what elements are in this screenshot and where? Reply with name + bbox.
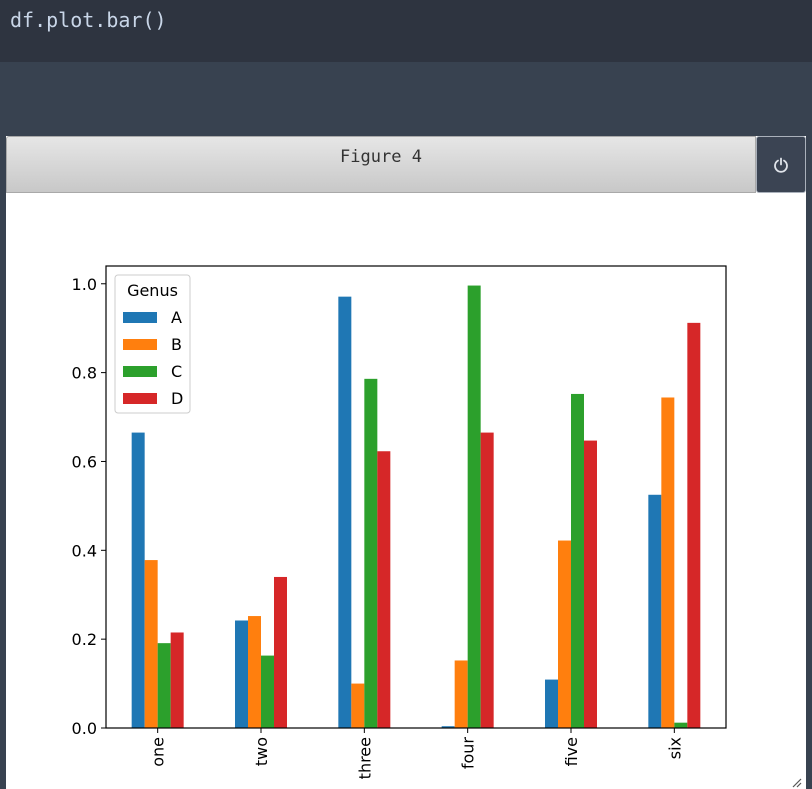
legend-swatch-D xyxy=(123,393,157,404)
bar-B-three xyxy=(351,683,365,728)
power-icon xyxy=(774,157,788,173)
x-tick-label: one xyxy=(149,737,168,767)
bar-C-four xyxy=(467,285,481,728)
legend-label-D: D xyxy=(171,389,183,408)
bar-A-five xyxy=(545,679,558,728)
plot-frame xyxy=(105,265,727,729)
y-tick-label: 0.4 xyxy=(72,541,97,560)
bar-D-three xyxy=(377,451,391,728)
bar-C-six xyxy=(674,722,688,728)
x-tick-label: two xyxy=(252,737,271,766)
bar-D-five xyxy=(584,440,597,728)
x-tick-label: five xyxy=(562,737,581,766)
x-tick-label: three xyxy=(355,737,374,779)
bar-B-two xyxy=(248,616,261,728)
figure-canvas[interactable]: 0.0 0.2 0.4 0.6 0.8 1.0 one two three four five six… xyxy=(6,136,806,789)
legend-swatch-C xyxy=(123,366,157,377)
bar-C-five xyxy=(571,393,584,728)
bar-A-four xyxy=(441,726,455,728)
y-tick-label: 0.2 xyxy=(72,630,97,649)
bar-C-two xyxy=(261,655,274,728)
legend-label-B: B xyxy=(171,335,182,354)
legend-title: Genus xyxy=(127,281,178,300)
bar-B-four xyxy=(454,660,468,728)
bar-D-one xyxy=(170,632,184,728)
y-tick-label: 1.0 xyxy=(72,275,97,294)
bar-D-two xyxy=(274,576,287,728)
code-cell[interactable]: df.plot.bar() xyxy=(0,0,812,62)
legend-label-A: A xyxy=(171,308,182,327)
bar-D-four xyxy=(480,432,494,728)
bar-B-five xyxy=(558,540,571,728)
legend-swatch-B xyxy=(123,339,157,350)
bar-C-three xyxy=(364,378,378,728)
bar-A-one xyxy=(131,432,145,728)
x-tick-label: four xyxy=(459,737,478,770)
bar-B-one xyxy=(144,560,158,728)
bar-A-two xyxy=(235,620,248,728)
bar-C-one xyxy=(157,643,171,728)
bar-A-six xyxy=(648,494,662,728)
legend-swatch-A xyxy=(123,312,157,323)
figure-title: Figure 4 xyxy=(340,147,422,167)
bar-chart: 0.0 0.2 0.4 0.6 0.8 1.0 one two three four five six… xyxy=(72,265,727,779)
y-tick-label: 0.6 xyxy=(72,452,97,471)
y-tick-label: 0.8 xyxy=(72,364,97,383)
legend-label-C: C xyxy=(171,362,182,381)
x-tick-label: six xyxy=(665,737,684,759)
bar-B-six xyxy=(661,397,675,728)
bar-D-six xyxy=(687,322,701,728)
y-tick-label: 0.0 xyxy=(72,719,97,738)
code-source[interactable]: df.plot.bar() xyxy=(10,8,167,32)
bar-A-three xyxy=(338,296,352,728)
figure-titlebar[interactable]: Figure 4 xyxy=(6,136,756,193)
resize-grip-icon[interactable] xyxy=(790,776,802,788)
close-figure-button[interactable] xyxy=(756,136,806,193)
